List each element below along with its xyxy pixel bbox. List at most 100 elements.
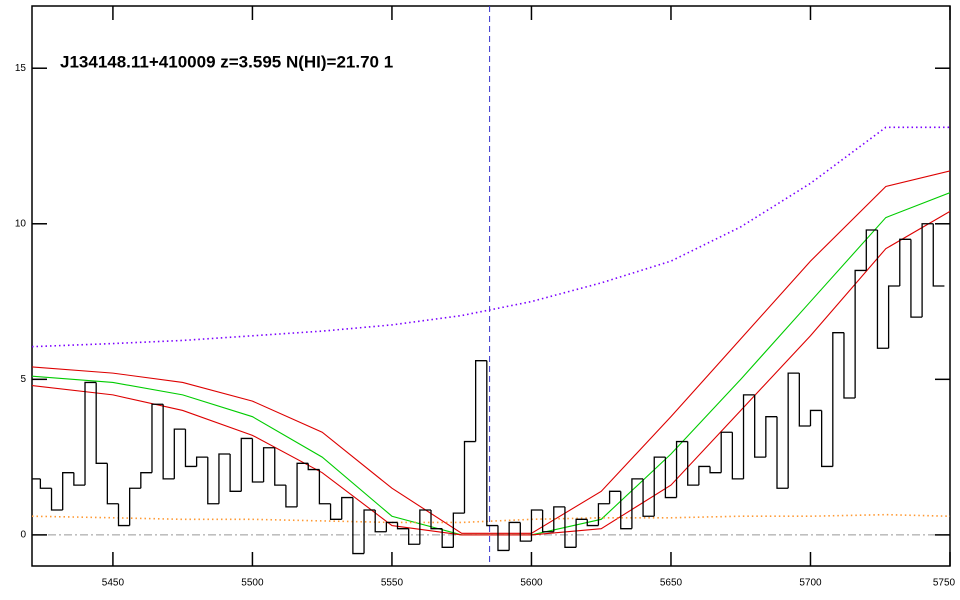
flux-bin [218, 453, 231, 504]
flux-bin [363, 509, 376, 554]
flux-bin [921, 223, 934, 318]
flux-bin [865, 229, 878, 271]
flux-bin [664, 457, 677, 499]
flux-bin [820, 410, 833, 468]
flux-bin [642, 478, 655, 517]
flux-bin [843, 332, 856, 399]
flux-bin [207, 457, 219, 505]
flux-bin [162, 404, 175, 480]
flux-bin [575, 518, 588, 548]
model-line [32, 126, 950, 348]
y-tick-label: 15 [15, 63, 27, 74]
flux-bin [887, 285, 900, 349]
x-tick-label: 5550 [381, 578, 404, 589]
flux-bin [765, 416, 778, 458]
flux-bin [486, 360, 498, 527]
flux-bin [720, 431, 733, 473]
model-line [32, 192, 950, 536]
x-tick-label: 5750 [933, 578, 956, 589]
flux-bin [408, 528, 420, 545]
flux-bin [798, 373, 811, 427]
model-line [32, 210, 950, 536]
flux-bin [285, 485, 298, 508]
flux-bin [687, 441, 699, 486]
flux-bin [195, 456, 208, 467]
flux-bin [519, 522, 532, 542]
flux-bin [932, 223, 945, 287]
flux-bin [251, 438, 264, 483]
flux-bin [50, 488, 63, 511]
flux-bin [754, 394, 766, 458]
flux-bin [184, 429, 197, 468]
flux-bin [553, 506, 565, 532]
x-tick-label: 5650 [660, 578, 683, 589]
flux-bin [530, 509, 543, 542]
x-tick-label: 5700 [799, 578, 822, 589]
plot-area [32, 6, 950, 566]
flux-bin [374, 510, 387, 533]
flux-bin [274, 447, 286, 486]
flux-bin [463, 440, 476, 514]
y-tick-label: 0 [20, 530, 26, 541]
flux-bin [441, 528, 454, 548]
flux-bin [608, 490, 621, 504]
flux-bin [508, 521, 521, 551]
flux-bin [229, 454, 242, 492]
x-tick-label: 5450 [102, 578, 125, 589]
flux-bin [675, 440, 688, 498]
flux-bin [84, 381, 97, 486]
y-tick-label: 5 [20, 374, 26, 385]
flux-bin [419, 509, 432, 545]
flux-bin [117, 503, 130, 527]
flux-bin [876, 230, 889, 349]
flux-bin [698, 465, 711, 486]
flux-bin [620, 491, 632, 530]
flux-bin [296, 462, 309, 507]
flux-bin [452, 512, 465, 548]
flux-bin [341, 496, 353, 520]
flux-bin [597, 503, 610, 526]
flux-bin [73, 472, 86, 486]
flux-bin [129, 487, 141, 526]
flux-bin [106, 463, 119, 505]
flux-bin [541, 510, 554, 533]
flux-bin [95, 382, 108, 464]
flux-bin [653, 456, 666, 517]
flux-bin [497, 525, 510, 552]
plot-frame [31, 5, 951, 567]
x-tick-label: 5500 [241, 578, 264, 589]
flux-bin [352, 497, 365, 555]
flux-bin [586, 519, 599, 527]
flux-bin [62, 472, 74, 510]
flux-bin [240, 437, 253, 492]
flux-bin [731, 432, 744, 480]
flux-bin [262, 447, 275, 482]
flux-bin [173, 428, 186, 479]
model-line [32, 170, 950, 534]
flux-bin [564, 506, 577, 548]
flux-bin [329, 503, 342, 520]
model-line [32, 513, 950, 524]
flux-bin [39, 478, 52, 489]
y-tick-label: 10 [15, 218, 27, 229]
chart-title: J134148.11+410009 z=3.595 N(HI)=21.70 1 [60, 52, 393, 71]
flux-bin [776, 416, 789, 489]
flux-bin [385, 521, 398, 532]
flux-bin [430, 510, 443, 530]
flux-bin [140, 472, 152, 489]
flux-bin [631, 478, 644, 529]
x-tick-label: 5600 [520, 578, 543, 589]
flux-bin [910, 239, 923, 318]
flux-bin [809, 409, 822, 426]
flux-bin [307, 463, 320, 471]
flux-bin [396, 522, 409, 530]
flux-bin [709, 466, 722, 474]
flux-bin [318, 469, 331, 505]
flux-bin [832, 332, 844, 467]
flux-bin [151, 403, 164, 473]
flux-bin [742, 394, 755, 479]
flux-bin [854, 269, 867, 398]
flux-bin [899, 238, 911, 286]
